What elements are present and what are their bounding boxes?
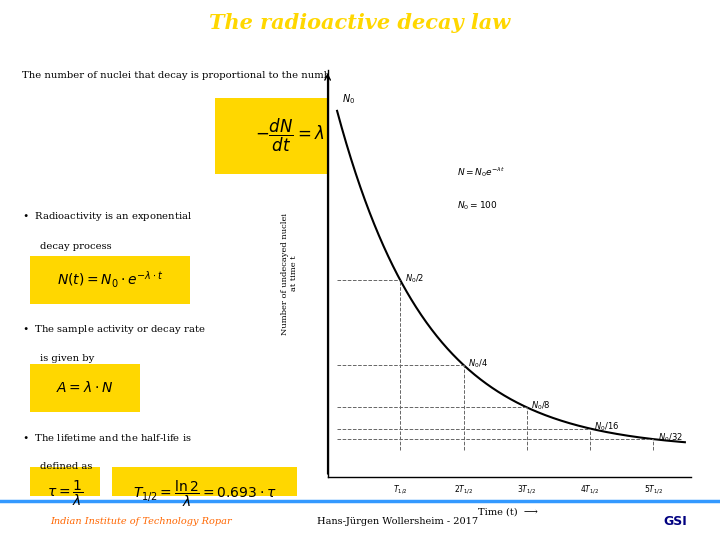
Text: $N_0/4$: $N_0/4$ xyxy=(468,357,488,369)
Text: $2T_{1/2}$: $2T_{1/2}$ xyxy=(454,484,473,496)
FancyBboxPatch shape xyxy=(30,468,100,519)
Text: $\bullet$  The sample activity or decay rate: $\bullet$ The sample activity or decay r… xyxy=(22,323,205,336)
Text: $N_0/2$: $N_0/2$ xyxy=(405,272,424,285)
FancyBboxPatch shape xyxy=(30,256,190,303)
Text: $\lambda$ is the decay constant: $\lambda$ is the decay constant xyxy=(430,124,549,138)
Text: $N = N_0 e^{-\lambda t}$: $N = N_0 e^{-\lambda t}$ xyxy=(457,165,505,179)
Text: $N_0/8$: $N_0/8$ xyxy=(531,400,551,412)
Text: $N_0$: $N_0$ xyxy=(342,92,356,106)
Text: $\mathbf{N}$: $\mathbf{N}$ xyxy=(537,69,546,81)
Text: $N_0 = 100$: $N_0 = 100$ xyxy=(457,199,498,212)
Text: $\tau = \dfrac{1}{\lambda}$: $\tau = \dfrac{1}{\lambda}$ xyxy=(47,479,83,508)
Text: $N(t) = N_0 \cdot e^{-\lambda \cdot t}$: $N(t) = N_0 \cdot e^{-\lambda \cdot t}$ xyxy=(57,269,163,290)
Text: $-\dfrac{dN}{dt} = \lambda \cdot N$: $-\dfrac{dN}{dt} = \lambda \cdot N$ xyxy=(255,117,350,154)
Text: The radioactive decay law: The radioactive decay law xyxy=(210,13,510,33)
Text: Hans-Jürgen Wollersheim - 2017: Hans-Jürgen Wollersheim - 2017 xyxy=(317,517,478,526)
Text: GSI: GSI xyxy=(664,515,688,528)
Text: $3T_{1/2}$: $3T_{1/2}$ xyxy=(517,484,536,496)
Text: $N_0/16$: $N_0/16$ xyxy=(595,421,620,433)
Text: in the sample:: in the sample: xyxy=(548,71,623,79)
Text: Number of undecayed nuclei
at time t: Number of undecayed nuclei at time t xyxy=(281,213,298,334)
FancyBboxPatch shape xyxy=(112,468,297,519)
Text: decay process: decay process xyxy=(40,241,112,251)
Text: $\bullet$  Radioactivity is an exponential: $\bullet$ Radioactivity is an exponentia… xyxy=(22,211,192,224)
Text: is given by: is given by xyxy=(40,354,94,363)
FancyBboxPatch shape xyxy=(215,98,390,174)
Text: $4T_{1/2}$: $4T_{1/2}$ xyxy=(580,484,600,496)
FancyBboxPatch shape xyxy=(30,364,140,411)
Text: $N_0/32$: $N_0/32$ xyxy=(657,431,683,444)
Text: defined as: defined as xyxy=(40,462,92,471)
Text: Indian Institute of Technology Ropar: Indian Institute of Technology Ropar xyxy=(50,517,232,526)
Text: $T_{1/2}$: $T_{1/2}$ xyxy=(393,484,408,496)
Text: $T_{1/2} = \dfrac{\ln 2}{\lambda} = 0.693 \cdot \tau$: $T_{1/2} = \dfrac{\ln 2}{\lambda} = 0.69… xyxy=(132,478,276,509)
Text: $A = \lambda \cdot N$: $A = \lambda \cdot N$ xyxy=(56,380,114,395)
Text: $5T_{1/2}$: $5T_{1/2}$ xyxy=(644,484,663,496)
Text: $\bullet$  The lifetime and the half-life is: $\bullet$ The lifetime and the half-life… xyxy=(22,432,192,443)
Text: Time (t)  ⟶: Time (t) ⟶ xyxy=(478,507,538,516)
Text: The number of nuclei that decay is proportional to the number of radioactive nuc: The number of nuclei that decay is propo… xyxy=(22,71,448,79)
